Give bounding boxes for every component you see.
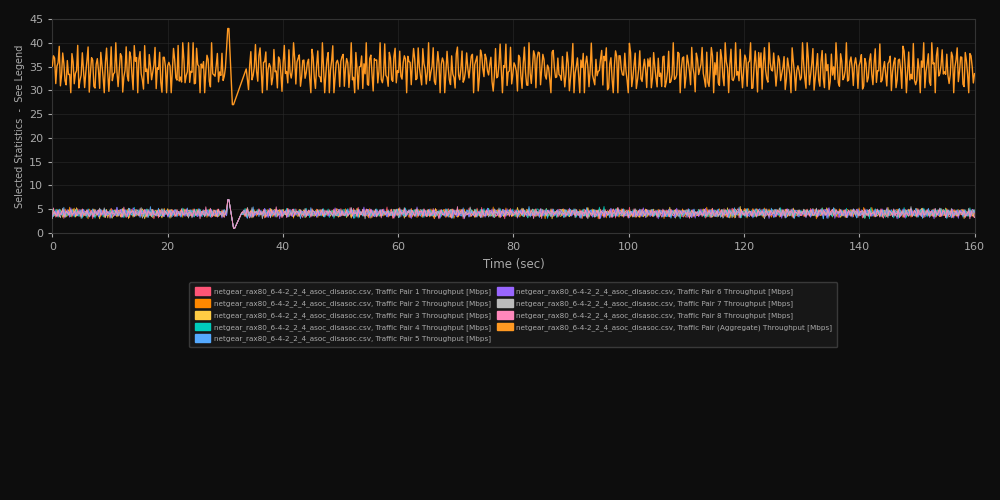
Legend: netgear_rax80_6-4-2_2_4_asoc_disasoc.csv, Traffic Pair 1 Throughput [Mbps], netg: netgear_rax80_6-4-2_2_4_asoc_disasoc.csv… (189, 282, 837, 348)
X-axis label: Time (sec): Time (sec) (483, 258, 544, 270)
Y-axis label: Selected Statistics  -  See Legend: Selected Statistics - See Legend (15, 44, 25, 207)
